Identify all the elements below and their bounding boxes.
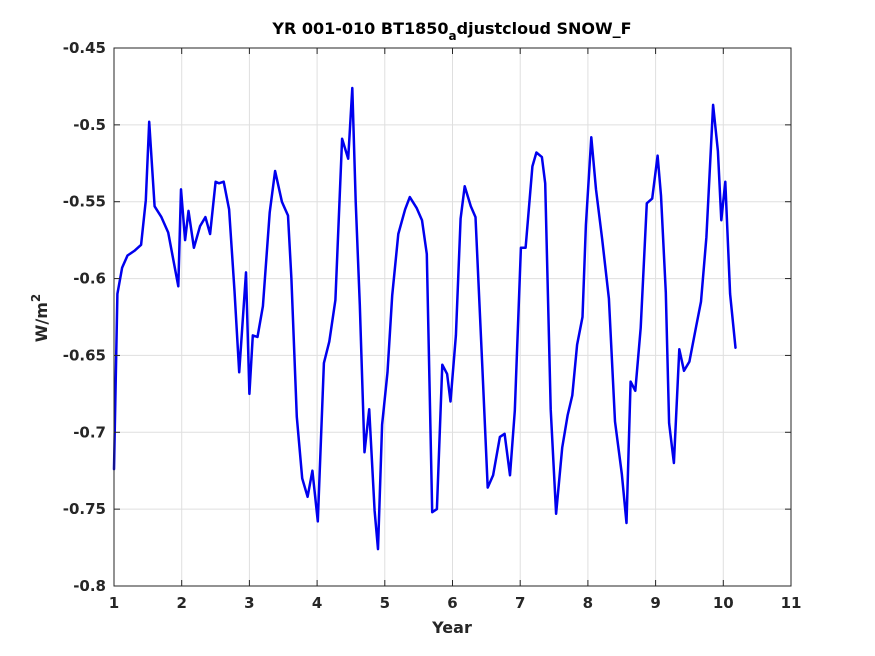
x-tick-label: 6 bbox=[447, 594, 457, 612]
y-tick-label: -0.6 bbox=[73, 270, 106, 288]
chart-title: YR 001-010 BT1850adjustcloud SNOW_F bbox=[271, 19, 631, 43]
x-tick-labels: 1 2 3 4 5 6 7 8 9 10 11 bbox=[109, 594, 802, 612]
x-axis-label: Year bbox=[431, 618, 472, 637]
y-tick-label: -0.55 bbox=[63, 193, 106, 211]
chart-title-subscript: a bbox=[449, 29, 457, 43]
x-tick-label: 2 bbox=[176, 594, 186, 612]
chart-title-prefix: YR 001-010 BT1850 bbox=[271, 19, 448, 38]
x-tick-label: 1 bbox=[109, 594, 119, 612]
y-tick-labels: -0.8 -0.75 -0.7 -0.65 -0.6 -0.55 -0.5 -0.45 bbox=[63, 39, 106, 595]
x-tick-label: 3 bbox=[244, 594, 254, 612]
y-tick-label: -0.7 bbox=[73, 423, 106, 441]
y-tick-label: -0.8 bbox=[73, 577, 106, 595]
y-axis-label-superscript: 2 bbox=[29, 294, 43, 302]
y-tick-label: -0.5 bbox=[73, 116, 106, 134]
x-tick-label: 9 bbox=[650, 594, 660, 612]
x-tick-label: 10 bbox=[713, 594, 734, 612]
ticks bbox=[113, 47, 792, 587]
x-tick-label: 8 bbox=[583, 594, 593, 612]
chart-title-suffix: djustcloud SNOW_F bbox=[457, 19, 632, 38]
x-tick-label: 11 bbox=[781, 594, 802, 612]
x-tick-label: 4 bbox=[312, 594, 322, 612]
y-tick-label: -0.65 bbox=[63, 346, 106, 364]
y-axis-label: W/m2 bbox=[29, 294, 51, 343]
series-line bbox=[112, 86, 737, 551]
y-tick-label: -0.45 bbox=[63, 39, 106, 57]
y-axis-label-base: W/m bbox=[32, 302, 51, 342]
x-tick-label: 5 bbox=[380, 594, 390, 612]
y-tick-label: -0.75 bbox=[63, 500, 106, 518]
x-tick-label: 7 bbox=[515, 594, 525, 612]
